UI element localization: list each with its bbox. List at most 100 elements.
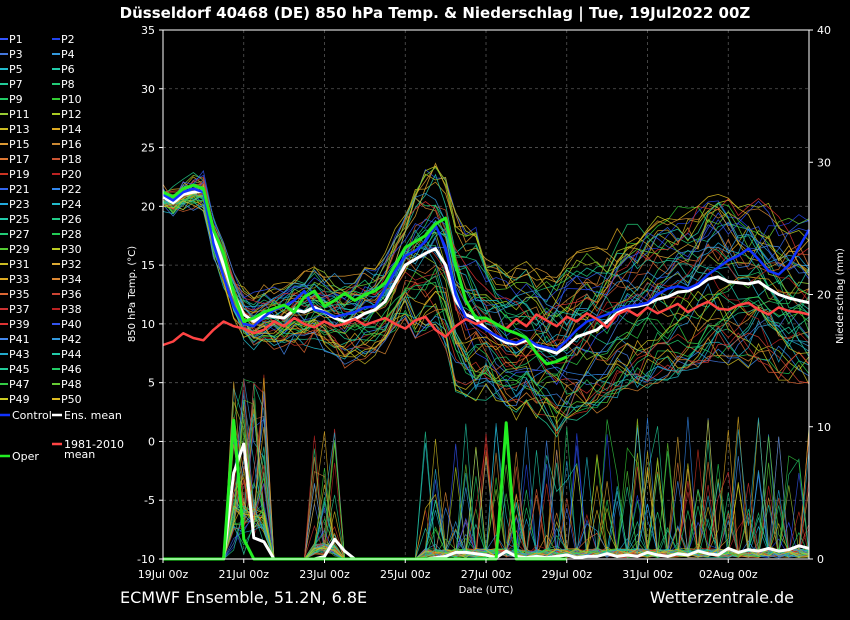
tick-label-bottom-4: 27Jul 00z [461,568,512,581]
legend-label-P28: P28 [61,228,82,241]
legend-label-P25: P25 [9,213,30,226]
legend-label-P26: P26 [61,213,82,226]
legend-label-P50: P50 [61,393,82,406]
legend-label-P31: P31 [9,258,30,271]
member-line-P44 [162,194,810,331]
member-line-P40 [162,169,810,301]
legend-label-P20: P20 [61,168,82,181]
legend-label-P46: P46 [61,363,82,376]
legend-label-P8: P8 [61,78,75,91]
legend-label-P48: P48 [61,378,82,391]
legend-label-P45: P45 [9,363,30,376]
legend-label-P18: P18 [61,153,82,166]
member-line-P36 [162,192,810,417]
legend-label-P23: P23 [9,198,30,211]
legend-label-special-3: Oper [12,450,39,463]
legend-label-P1: P1 [9,33,23,46]
legend-label-P7: P7 [9,78,23,91]
member-line-P5 [162,199,810,432]
legend-label-P5: P5 [9,63,23,76]
tick-label-right-4: 0 [817,553,824,566]
tick-label-left-6: 5 [148,377,155,390]
legend-label-P3: P3 [9,48,23,61]
legend-label-P12: P12 [61,108,82,121]
legend-label-P38: P38 [61,303,82,316]
tick-label-bottom-1: 21Jul 00z [218,568,269,581]
legend-label-P11: P11 [9,108,30,121]
legend-label-P2: P2 [61,33,75,46]
member-line-P46 [162,196,810,395]
highlight-series [162,183,811,561]
legend-label-P4: P4 [61,48,75,61]
legend-label-special-2-line2: mean [64,448,95,461]
tick-label-left-5: 10 [141,318,155,331]
member-line-P1 [162,174,810,386]
legend-label-P39: P39 [9,318,30,331]
legend-label-P19: P19 [9,168,30,181]
member-line-P19 [162,190,810,435]
legend-label-P6: P6 [61,63,75,76]
tick-label-right-2: 20 [817,289,831,302]
legend-label-P17: P17 [9,153,30,166]
tick-label-bottom-2: 23Jul 00z [299,568,350,581]
footer-source: ECMWF Ensemble, 51.2N, 6.8E [120,588,368,607]
tick-label-bottom-0: 19Jul 00z [138,568,189,581]
member-line-P50 [162,193,810,358]
tick-label-left-0: 35 [141,24,155,37]
legend-label-special-2: 1981-2010 [64,438,124,451]
legend-label-P36: P36 [61,288,82,301]
legend-label-special-0: Control [12,409,52,422]
member-line-P7 [162,202,810,438]
legend-label-P27: P27 [9,228,30,241]
member-precip-P50 [163,377,810,560]
y-axis-label-right: Niederschlag (mm) [835,248,846,344]
legend-label-P33: P33 [9,273,30,286]
legend-label-P9: P9 [9,93,23,106]
legend-label-P37: P37 [9,303,30,316]
member-precip-P44 [163,423,810,560]
legend-label-P14: P14 [61,123,82,136]
series-oper [162,183,568,366]
tick-label-left-3: 20 [141,200,155,213]
x-axis: 19Jul 00z 21Jul 00z 23Jul 00z 25Jul 00z 27Ju… [138,559,758,581]
legend-label-P43: P43 [9,348,30,361]
tick-label-left-7: 0 [148,435,155,448]
y-axis-label: 850 hPa Temp. (°C) [127,246,138,342]
legend-label-P47: P47 [9,378,30,391]
legend-label-P44: P44 [61,348,82,361]
series-control [162,187,811,352]
tick-label-right-0: 40 [817,24,831,37]
member-line-P47 [162,199,810,387]
member-line-P48 [162,167,810,322]
legend-label-P32: P32 [61,258,82,271]
legend-label-P15: P15 [9,138,30,151]
tick-label-right-3: 10 [817,421,831,434]
member-line-P15 [162,165,810,340]
tick-label-bottom-6: 31Jul 00z [622,568,673,581]
y-axis-right: 40 30 20 10 0 [809,24,831,566]
legend-label-P34: P34 [61,273,82,286]
footer-site: Wetterzentrale.de [649,588,794,607]
legend-label-P22: P22 [61,183,82,196]
legend-label-P16: P16 [61,138,82,151]
y-axis-left: 35 30 25 20 15 10 5 0 -5 -10 [137,24,163,566]
member-line-P35 [162,199,810,385]
legend-label-P10: P10 [61,93,82,106]
tick-label-bottom-7: 02Aug 00z [699,568,758,581]
legend-label-P30: P30 [61,243,82,256]
legend-label-P42: P42 [61,333,82,346]
legend-label-P29: P29 [9,243,30,256]
x-axis-label: Date (UTC) [459,585,514,596]
legend-label-special-1: Ens. mean [64,409,122,422]
tick-label-bottom-3: 25Jul 00z [380,568,431,581]
tick-label-left-9: -10 [137,553,155,566]
legend-label-P49: P49 [9,393,30,406]
legend-label-P21: P21 [9,183,30,196]
tick-label-bottom-5: 29Jul 00z [541,568,592,581]
legend-label-P13: P13 [9,123,30,136]
tick-label-right-1: 30 [817,156,831,169]
tick-label-left-8: -5 [144,494,155,507]
chart-title: Düsseldorf 40468 (DE) 850 hPa Temp. & Ni… [120,4,751,23]
member-line-P22 [162,193,810,403]
